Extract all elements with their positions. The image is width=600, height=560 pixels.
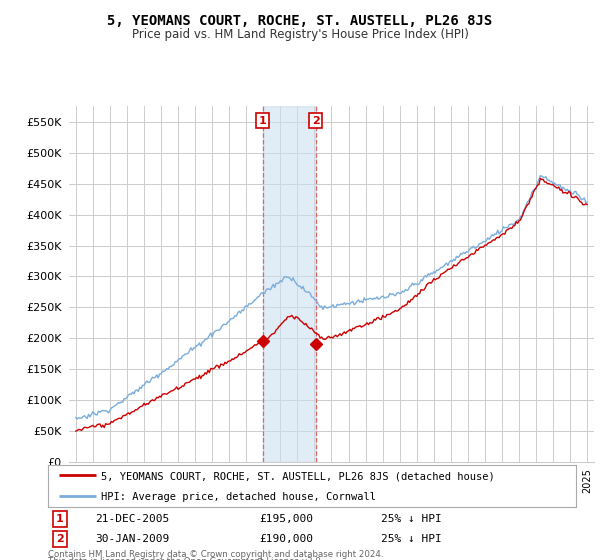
- Text: 1: 1: [259, 115, 266, 125]
- Text: 5, YEOMANS COURT, ROCHE, ST. AUSTELL, PL26 8JS (detached house): 5, YEOMANS COURT, ROCHE, ST. AUSTELL, PL…: [101, 471, 494, 481]
- Text: 30-JAN-2009: 30-JAN-2009: [95, 534, 170, 544]
- Text: £195,000: £195,000: [259, 514, 313, 524]
- Text: 5, YEOMANS COURT, ROCHE, ST. AUSTELL, PL26 8JS: 5, YEOMANS COURT, ROCHE, ST. AUSTELL, PL…: [107, 14, 493, 28]
- Text: £190,000: £190,000: [259, 534, 313, 544]
- Text: Contains HM Land Registry data © Crown copyright and database right 2024.: Contains HM Land Registry data © Crown c…: [48, 550, 383, 559]
- Text: 25% ↓ HPI: 25% ↓ HPI: [380, 534, 442, 544]
- Text: HPI: Average price, detached house, Cornwall: HPI: Average price, detached house, Corn…: [101, 492, 376, 502]
- Text: 2: 2: [312, 115, 320, 125]
- Text: This data is licensed under the Open Government Licence v3.0.: This data is licensed under the Open Gov…: [48, 557, 323, 560]
- Text: 2: 2: [56, 534, 64, 544]
- Text: 1: 1: [56, 514, 64, 524]
- Bar: [263, 106, 316, 462]
- Text: 21-DEC-2005: 21-DEC-2005: [95, 514, 170, 524]
- Text: 25% ↓ HPI: 25% ↓ HPI: [380, 514, 442, 524]
- Text: Price paid vs. HM Land Registry's House Price Index (HPI): Price paid vs. HM Land Registry's House …: [131, 28, 469, 41]
